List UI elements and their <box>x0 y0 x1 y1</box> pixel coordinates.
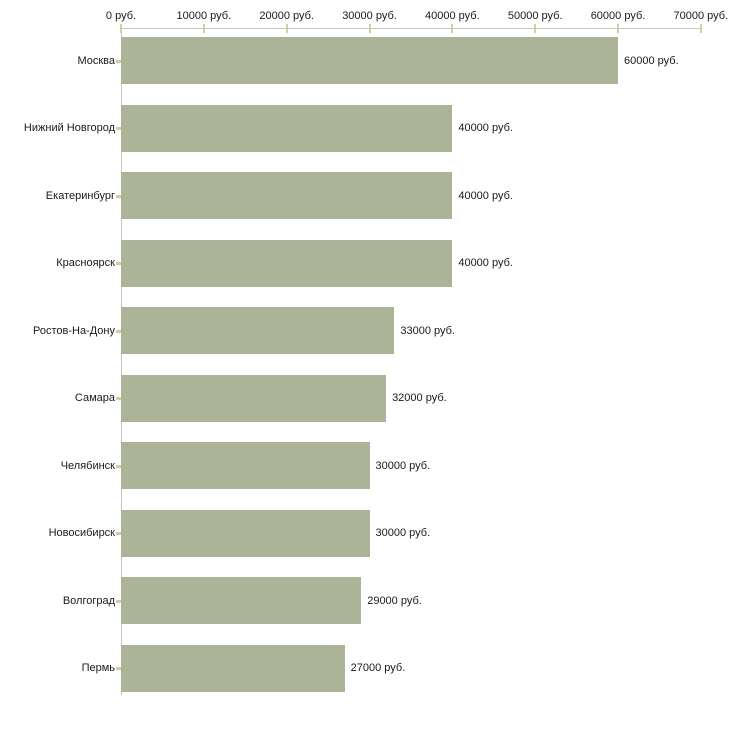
y-axis-tick <box>116 464 121 468</box>
bar <box>121 644 345 692</box>
y-axis-tick <box>116 194 121 198</box>
x-axis-tick <box>368 24 371 33</box>
x-axis-tick <box>617 24 619 33</box>
category-label: Ростов-На-Дону <box>32 324 115 337</box>
bar <box>121 172 453 219</box>
x-axis-tick-label: 20000 руб. <box>259 10 314 22</box>
bar <box>121 374 387 422</box>
y-axis-tick <box>116 329 121 333</box>
value-label: 32000 руб. <box>392 392 447 404</box>
value-label: 30000 руб. <box>375 527 431 539</box>
x-axis-tick-label: 70000 руб. <box>673 10 729 22</box>
value-label: 40000 руб. <box>458 257 513 269</box>
category-label: Самара <box>74 392 115 404</box>
value-label: 33000 руб. <box>400 324 455 337</box>
y-axis-tick <box>116 667 121 670</box>
value-label: 30000 руб. <box>375 459 431 472</box>
bar <box>121 442 370 489</box>
category-label: Челябинск <box>60 459 115 472</box>
x-axis-line <box>121 28 701 29</box>
category-label: Пермь <box>81 662 115 674</box>
x-axis-tick <box>699 24 702 33</box>
category-label: Волгоград <box>62 594 115 607</box>
bar <box>121 104 453 152</box>
value-label: 27000 руб. <box>350 662 406 674</box>
bar <box>121 307 395 354</box>
value-label: 60000 руб. <box>624 54 679 67</box>
y-axis-tick <box>116 127 121 130</box>
x-axis-tick-label: 50000 руб. <box>507 10 563 22</box>
y-axis-tick <box>116 59 121 63</box>
x-axis-tick <box>202 24 205 33</box>
value-label: 40000 руб. <box>458 122 513 134</box>
bar <box>121 509 370 557</box>
x-axis-tick-label: 0 руб. <box>105 10 137 22</box>
bar <box>121 37 618 84</box>
y-axis-tick <box>116 599 121 603</box>
value-label: 40000 руб. <box>458 189 513 202</box>
x-axis-tick-label: 30000 руб. <box>342 10 397 22</box>
x-axis-tick <box>451 24 454 33</box>
x-axis-tick-label: 10000 руб. <box>176 10 232 22</box>
bar <box>121 239 453 287</box>
y-axis-tick <box>116 397 121 400</box>
x-axis-tick <box>534 24 537 33</box>
x-axis-tick-label: 40000 руб. <box>425 10 480 22</box>
bar <box>121 577 362 624</box>
category-label: Красноярск <box>56 257 115 269</box>
y-axis-tick <box>116 532 121 535</box>
x-axis-tick-label: 60000 руб. <box>590 10 646 22</box>
y-axis-tick <box>116 262 121 265</box>
y-axis-line <box>121 28 122 695</box>
x-axis-tick <box>285 24 288 33</box>
category-label: Нижний Новгород <box>23 122 115 134</box>
value-label: 29000 руб. <box>367 594 422 607</box>
category-label: Москва <box>77 54 115 67</box>
category-label: Екатеринбург <box>45 189 115 202</box>
x-axis-tick <box>120 24 122 33</box>
category-label: Новосибирск <box>48 527 115 539</box>
